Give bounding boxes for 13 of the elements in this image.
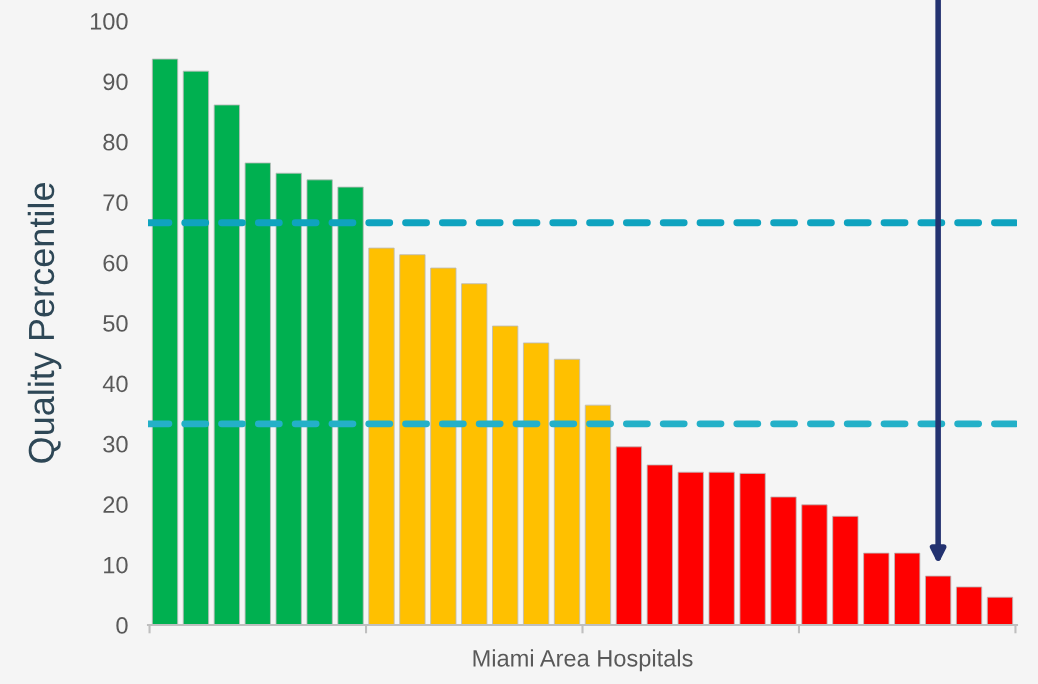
y-tick-label: 90 — [103, 73, 128, 91]
y-axis-title: Quality Percentile — [27, 183, 62, 463]
y-tick-label: 80 — [103, 133, 128, 151]
x-axis-title: Miami Area Hospitals — [473, 649, 693, 672]
y-tick-label: 20 — [103, 496, 128, 513]
y-tick-label: 10 — [104, 556, 128, 574]
y-tick-label: 50 — [103, 315, 128, 332]
y-tick-label: 0 — [116, 617, 128, 634]
y-tick-label: 40 — [102, 375, 128, 393]
y-tick-label: 30 — [103, 435, 128, 453]
y-tick-label: 60 — [103, 254, 128, 272]
y-tick-label: 70 — [103, 194, 128, 211]
y-tick-label: 100 — [90, 13, 128, 30]
